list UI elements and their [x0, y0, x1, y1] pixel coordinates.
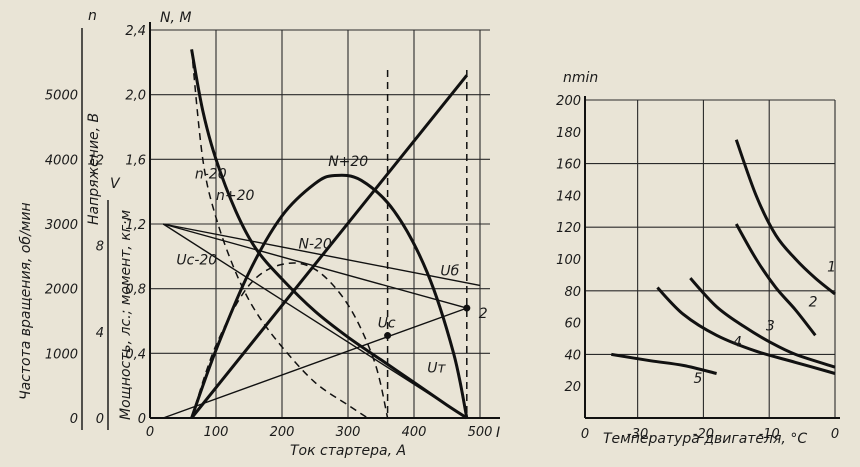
nm-tick-label-4: 1,6 [125, 153, 146, 168]
right-x-tick-label-1: -20 [693, 427, 714, 442]
right-origin-label: 0 [581, 427, 589, 442]
voltage-tick-label-0: 0 [96, 412, 104, 427]
left-x-tick-label-1: 100 [204, 425, 229, 440]
series-1-line [190, 49, 468, 420]
y-axis-symbol-n: n [88, 8, 97, 24]
right-x-tick-label-2: -10 [759, 427, 780, 442]
curve-label-2: 2 [809, 295, 818, 311]
nm-tick-label-0: 0 [138, 412, 146, 427]
right-series [611, 139, 836, 375]
curve-label-3: 3 [766, 319, 775, 335]
y-axis-symbol-nm: N, M [160, 10, 191, 26]
right-x-tick-label-3: 0 [831, 427, 839, 442]
curve-5-line [611, 352, 717, 375]
right-y-tick-label-6: 140 [556, 189, 581, 204]
right-labels: 1 2 3 4 5 [694, 260, 836, 387]
series-5-line [190, 74, 468, 419]
right-y-tick-label-0: 20 [564, 380, 581, 395]
series-label-7: Uс [378, 315, 396, 331]
speed-tick-label-2: 2000 [45, 283, 78, 298]
nm-tick-label-3: 1,2 [125, 218, 146, 233]
right-y-tick-label-2: 60 [564, 317, 581, 332]
voltage-tick-label-2: 8 [96, 240, 104, 255]
uc-operating-point [384, 332, 392, 340]
right-y-tick-label-9: 200 [556, 94, 581, 109]
y-axis-symbol-v: V [110, 176, 121, 192]
right-y-tick-label-4: 100 [556, 253, 581, 268]
series-label-6: Uб [440, 264, 459, 280]
curve-1-line [734, 139, 836, 296]
series-label-1: n+20 [216, 188, 255, 204]
y-axis-label-power-torque: Мощность, лс.; момент, кг·м [118, 209, 134, 420]
left-series [162, 49, 481, 420]
right-y-tick-label-5: 120 [556, 221, 581, 236]
curve-3-line [689, 277, 836, 369]
curve-4-line [656, 286, 836, 375]
nm-tick-label-2: 0,8 [125, 283, 146, 298]
voltage-tick-label-1: 4 [96, 326, 104, 341]
nm-tick-label-5: 2,0 [125, 89, 146, 104]
series-label-5: Uс-20 [176, 252, 217, 268]
speed-tick-label-4: 4000 [45, 153, 78, 168]
right-y-tick-label-3: 80 [564, 285, 581, 300]
series-label-2: n-20 [195, 167, 227, 183]
operating-point-2 [463, 304, 471, 312]
y-axis-label-speed: Частота вращения, об/мин [18, 202, 34, 400]
right-y-tick-label-7: 160 [556, 158, 581, 173]
series-8-line [163, 223, 467, 309]
curve-label-1: 1 [827, 260, 836, 276]
x-axis-label-left: Ток стартера, A [290, 443, 406, 459]
right-y-tick-label-8: 180 [556, 126, 581, 141]
speed-tick-label-3: 3000 [45, 218, 78, 233]
min-speed-vs-temperature-chart: -30 -20 -10 0 0 20 40 60 80 100 120 140 160 180 200 1 2… [556, 70, 840, 447]
left-x-tick-label-4: 400 [402, 425, 427, 440]
right-x-tick-label-0: -30 [627, 427, 648, 442]
speed-tick-label-0: 0 [70, 412, 78, 427]
series-2-line [190, 49, 369, 419]
curve-label-5: 5 [694, 371, 703, 387]
series-4-line [190, 262, 389, 419]
speed-tick-label-1: 1000 [45, 347, 78, 362]
point-label-2: 2 [479, 306, 488, 322]
x-axis-symbol-left: I [496, 425, 500, 441]
curve-label-4: 4 [733, 334, 742, 350]
nm-tick-label-1: 0,4 [125, 347, 146, 362]
right-axes [584, 96, 840, 419]
y-axis-label-voltage: Напряжение, B [86, 113, 102, 225]
speed-tick-label-5: 5000 [45, 89, 78, 104]
x-axis-label-right: Температура двигателя, °C [603, 431, 807, 447]
nm-tick-label-6: 2,4 [125, 24, 146, 39]
left-ticks: 0 100 200 300 400 50000,40,81,21,62,02,401000… [45, 24, 493, 440]
right-y-tick-label-1: 40 [564, 348, 581, 363]
series-6-line [163, 223, 481, 287]
starter-characteristics-chart: 0 100 200 300 400 50000,40,81,21,62,02,401000… [18, 8, 500, 459]
series-label-4: N-20 [299, 236, 332, 252]
series-7-line [162, 223, 468, 419]
series-label-8: Uт [427, 361, 446, 377]
series-3-line [190, 173, 469, 419]
curve-2-line [734, 223, 817, 337]
voltage-tick-label-3: 12 [87, 153, 104, 168]
series-9-line [162, 307, 468, 419]
left-x-tick-label-0: 0 [146, 425, 154, 440]
left-x-tick-label-5: 500 [468, 425, 493, 440]
right-ticks: -30 -20 -10 0 0 20 40 60 80 100 120 140 160 180 200 [556, 94, 839, 442]
left-axes [81, 22, 500, 430]
right-grid [585, 99, 836, 418]
left-labels: n+20 n-20 N+20 N-20 Uс-20 Uб Uс Uт 2 [176, 154, 487, 377]
series-label-3: N+20 [328, 154, 368, 170]
y-axis-label-right: nmin [563, 70, 598, 86]
left-x-tick-label-2: 200 [270, 425, 295, 440]
left-x-tick-label-3: 300 [336, 425, 361, 440]
